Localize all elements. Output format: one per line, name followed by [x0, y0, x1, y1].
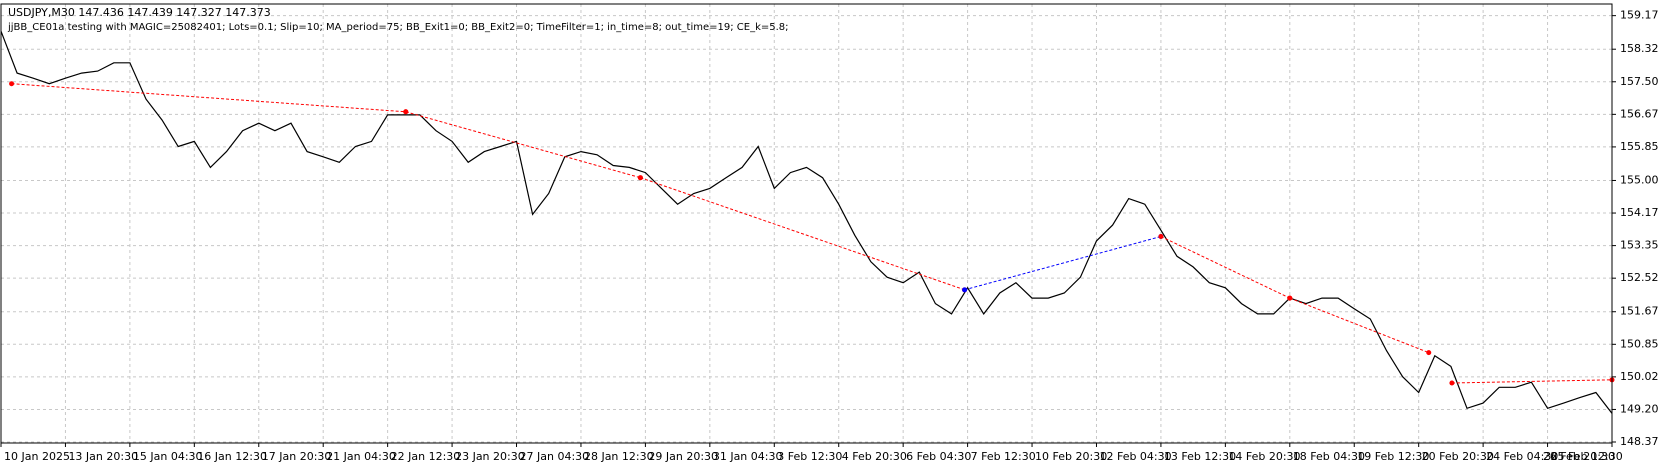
- x-tick-label: 18 Feb 04:30: [1293, 450, 1365, 463]
- y-tick-label: 154.175: [1620, 206, 1658, 219]
- x-tick-label: 24 Feb 04:30: [1486, 450, 1558, 463]
- trade-point: [1287, 295, 1293, 301]
- x-tick-label: 29 Jan 20:30: [648, 450, 718, 463]
- trade-line: [640, 177, 965, 291]
- x-tick-label: 28 Jan 12:30: [584, 450, 654, 463]
- x-tick-label: 10 Feb 20:30: [1035, 450, 1107, 463]
- x-tick-label: 7 Feb 12:30: [971, 450, 1036, 463]
- trade-point: [9, 81, 15, 87]
- x-tick-label: 10 Jan 2025: [4, 450, 70, 463]
- y-tick-label: 156.675: [1620, 107, 1658, 120]
- chart-title: USDJPY,M30 147.436 147.439 147.327 147.3…: [8, 6, 271, 19]
- y-tick-label: 159.175: [1620, 9, 1658, 22]
- x-tick-label: 13 Feb 12:30: [1164, 450, 1236, 463]
- y-tick-label: 152.525: [1620, 271, 1658, 284]
- chart-subtitle: jjBB_CE01a testing with MAGIC=25082401; …: [7, 22, 789, 33]
- x-tick-label: 14 Feb 20:30: [1228, 450, 1300, 463]
- y-tick-label: 157.500: [1620, 75, 1658, 88]
- x-tick-label: 21 Jan 04:30: [326, 450, 396, 463]
- x-tick-label: 22 Jan 12:30: [391, 450, 461, 463]
- x-tick-label: 6 Feb 04:30: [906, 450, 971, 463]
- plot-frame: [0, 3, 1613, 444]
- y-tick-label: 155.850: [1620, 140, 1658, 153]
- trade-line: [1160, 236, 1291, 299]
- x-tick-label: 20 Feb 20:30: [1422, 450, 1494, 463]
- y-tick-label: 149.200: [1620, 402, 1658, 415]
- x-tick-label: 27 Jan 04:30: [520, 450, 590, 463]
- y-tick-label: 148.375: [1620, 435, 1658, 448]
- x-tick-label: 23 Jan 20:30: [455, 450, 525, 463]
- trade-line: [964, 236, 1162, 291]
- trade-line: [405, 111, 641, 179]
- x-tick-label: 12 Feb 04:30: [1099, 450, 1171, 463]
- y-tick-label: 150.025: [1620, 370, 1658, 383]
- trade-point: [1426, 350, 1432, 356]
- trade-point: [637, 175, 643, 181]
- y-tick-label: 158.325: [1620, 42, 1658, 55]
- y-tick-label: 155.000: [1620, 173, 1658, 186]
- trade-line: [1451, 379, 1613, 384]
- x-tick-label: 4 Feb 20:30: [842, 450, 907, 463]
- x-tick-label: 31 Jan 04:30: [713, 450, 783, 463]
- x-tick-label: 16 Jan 12:30: [197, 450, 267, 463]
- x-tick-label: 26 Feb 20:30: [1543, 450, 1615, 463]
- x-tick-label: 15 Jan 04:30: [133, 450, 203, 463]
- y-tick-label: 151.675: [1620, 305, 1658, 318]
- marks: [0, 30, 1615, 414]
- x-tick-label: 19 Feb 12:30: [1357, 450, 1429, 463]
- grid: [1, 4, 1612, 443]
- trade-point: [403, 109, 409, 115]
- x-tick-label: 13 Jan 20:30: [68, 450, 138, 463]
- trade-point: [962, 287, 968, 293]
- trade-point: [1449, 380, 1455, 386]
- x-tick-label: 25 Feb 12:30: [1551, 450, 1623, 463]
- x-tick-label: 17 Jan 20:30: [262, 450, 332, 463]
- price-line: [0, 30, 1613, 414]
- y-tick-label: 153.350: [1620, 239, 1658, 252]
- trade-point: [1158, 234, 1164, 240]
- x-tick-label: 3 Feb 12:30: [777, 450, 842, 463]
- trade-line: [11, 83, 406, 113]
- y-tick-label: 150.850: [1620, 337, 1658, 350]
